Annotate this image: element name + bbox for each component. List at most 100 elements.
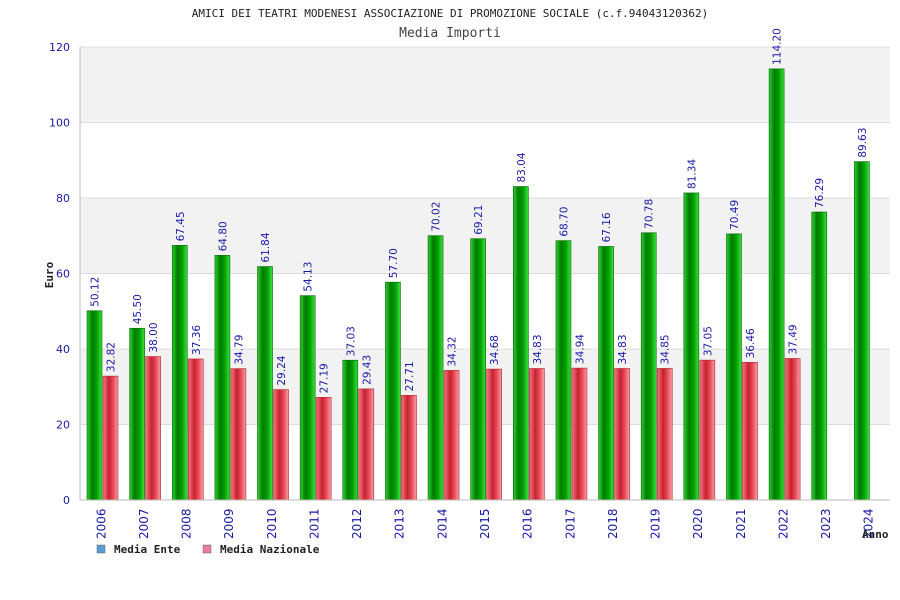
legend-swatch <box>96 544 106 554</box>
data-label: 76.29 <box>814 178 826 208</box>
x-tick-label: 2022 <box>776 508 790 539</box>
bar-media-nazionale-2011 <box>315 397 332 501</box>
data-label: 38.00 <box>148 322 160 352</box>
x-tick-label: 2016 <box>521 508 535 539</box>
bar-media-nazionale-2014 <box>443 370 460 501</box>
bar-media-nazionale-2006 <box>102 375 119 501</box>
x-tick-label: 2014 <box>435 508 449 539</box>
data-label: 32.82 <box>106 342 118 372</box>
x-tick-label: 2021 <box>734 508 748 539</box>
x-tick-label: 2010 <box>265 508 279 539</box>
data-label: 37.49 <box>788 324 800 354</box>
bar-media-ente-2018 <box>598 246 614 501</box>
data-label: 61.84 <box>260 232 272 262</box>
data-label: 67.16 <box>601 212 613 242</box>
y-tick-label: 60 <box>56 268 70 281</box>
x-tick-label: 2024 <box>862 508 876 539</box>
data-label: 64.80 <box>217 221 229 251</box>
bar-media-ente-2022 <box>768 68 785 501</box>
y-axis-label: Euro <box>43 261 56 288</box>
data-label: 83.04 <box>516 152 528 182</box>
bar-media-nazionale-2016 <box>529 368 545 501</box>
bar-media-ente-2016 <box>513 186 529 501</box>
data-label: 29.24 <box>276 355 288 385</box>
data-label: 34.85 <box>660 334 672 364</box>
y-axis: 0 20 40 60 80 100 120 <box>49 41 81 507</box>
bar-media-ente-2010 <box>257 266 273 501</box>
bar-media-nazionale-2012 <box>358 388 375 501</box>
bar-media-nazionale-2022 <box>784 358 801 501</box>
bar-media-ente-2008 <box>171 245 188 501</box>
chart-subtitle: Media Importi <box>399 26 501 41</box>
x-tick-label: 2007 <box>137 508 151 539</box>
bar-media-ente-2024 <box>854 161 870 501</box>
data-label: 27.71 <box>404 361 416 391</box>
bar-media-ente-2021 <box>726 233 742 501</box>
bar-media-ente-2014 <box>427 235 444 501</box>
x-tick-label: 2017 <box>563 508 577 539</box>
bar-media-ente-2007 <box>129 327 145 501</box>
x-tick-label: 2020 <box>691 508 705 539</box>
bar-media-ente-2019 <box>640 232 657 501</box>
bar-media-ente-2011 <box>299 295 316 501</box>
bar-media-ente-2012 <box>342 359 359 501</box>
data-label: 70.78 <box>644 199 656 229</box>
bar-media-nazionale-2013 <box>401 395 417 501</box>
bar-media-nazionale-2018 <box>614 368 630 501</box>
x-tick-label: 2023 <box>819 508 833 539</box>
x-axis-label: Anno <box>862 528 889 541</box>
x-tick-label: 2012 <box>350 508 364 539</box>
data-label: 67.45 <box>175 211 187 241</box>
bar-media-ente-2006 <box>86 310 103 501</box>
data-label: 68.70 <box>558 207 570 237</box>
data-label: 34.83 <box>532 334 544 364</box>
bar-media-ente-2017 <box>555 240 572 501</box>
bar-media-nazionale-2021 <box>742 362 758 501</box>
chart-title: AMICI DEI TEATRI MODENESI ASSOCIAZIONE D… <box>192 7 709 20</box>
data-label: 27.19 <box>319 363 331 393</box>
bar-series: 50.12 45.50 67.45 64.80 61.84 54.13 37.03 57.70… <box>86 28 870 501</box>
legend-label: Media Nazionale <box>220 543 320 556</box>
x-tick-label: 2015 <box>478 508 492 539</box>
data-label: 34.94 <box>574 334 586 364</box>
x-tick-label: 2013 <box>393 508 407 539</box>
data-label: 70.02 <box>431 202 443 232</box>
data-label: 89.63 <box>857 128 869 158</box>
y-tick-label: 20 <box>56 419 70 432</box>
y-tick-label: 100 <box>49 117 70 130</box>
bar-media-ente-2015 <box>470 238 486 501</box>
legend-label: Media Ente <box>114 543 181 556</box>
bar-media-nazionale-2009 <box>230 368 247 501</box>
data-label: 70.49 <box>729 200 741 230</box>
data-label: 37.36 <box>191 325 203 355</box>
bar-media-nazionale-2019 <box>656 368 673 501</box>
y-tick-label: 80 <box>56 192 70 205</box>
bar-media-ente-2023 <box>811 211 828 501</box>
bar-media-ente-2013 <box>385 281 401 501</box>
bar-media-nazionale-2017 <box>571 367 588 501</box>
data-label: 37.03 <box>345 326 357 356</box>
grid-band <box>80 47 890 123</box>
x-tick-label: 2011 <box>307 508 321 539</box>
y-tick-label: 120 <box>49 41 70 54</box>
bar-media-nazionale-2008 <box>187 358 204 501</box>
data-label: 57.70 <box>388 248 400 278</box>
bar-media-nazionale-2007 <box>145 356 161 501</box>
bar-media-nazionale-2015 <box>486 368 502 501</box>
data-label: 37.05 <box>702 326 714 356</box>
grid-band <box>80 122 890 198</box>
data-label: 36.46 <box>745 328 757 358</box>
data-label: 50.12 <box>90 277 102 307</box>
data-label: 29.43 <box>361 355 373 385</box>
legend: Media Ente Media Nazionale <box>96 543 320 556</box>
data-label: 81.34 <box>686 159 698 189</box>
x-tick-label: 2008 <box>180 508 194 539</box>
bar-media-nazionale-2010 <box>273 389 289 501</box>
legend-swatch <box>202 544 212 554</box>
data-label: 34.79 <box>233 335 245 365</box>
y-tick-label: 40 <box>56 343 70 356</box>
bar-media-ente-2009 <box>214 255 231 501</box>
data-label: 34.83 <box>617 334 629 364</box>
